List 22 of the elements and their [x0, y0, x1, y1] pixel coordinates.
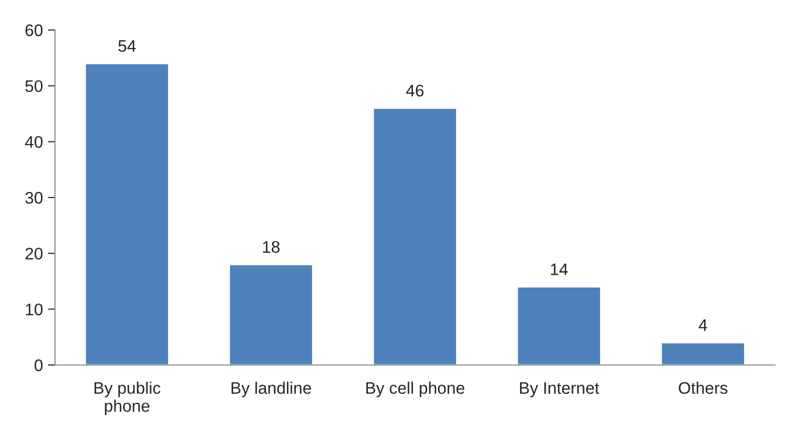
data-label: 4	[698, 319, 708, 331]
y-tick-label: 0	[34, 359, 43, 372]
data-label: 14	[551, 264, 568, 276]
data-label: 54	[118, 40, 136, 52]
data-label: 18	[263, 241, 280, 253]
y-tick-label: 30	[25, 192, 43, 204]
bar	[516, 286, 602, 365]
bar	[228, 264, 314, 365]
x-tick-label: By landline	[232, 382, 312, 398]
y-tick-label: 20	[25, 248, 43, 260]
x-tick-label: Others	[678, 382, 728, 394]
bar	[660, 342, 746, 365]
y-tick-label: 40	[25, 136, 43, 148]
bar	[84, 62, 170, 365]
bar	[372, 107, 458, 365]
x-tick-label: By public phone	[94, 382, 160, 416]
data-label: 46	[406, 84, 424, 97]
x-tick-label: By cell phone	[366, 382, 464, 398]
x-tick-label: By Internet	[520, 382, 600, 398]
y-tick-label: 50	[25, 80, 43, 92]
y-tick-label: 60	[26, 24, 43, 36]
y-tick-label: 10	[26, 304, 43, 316]
